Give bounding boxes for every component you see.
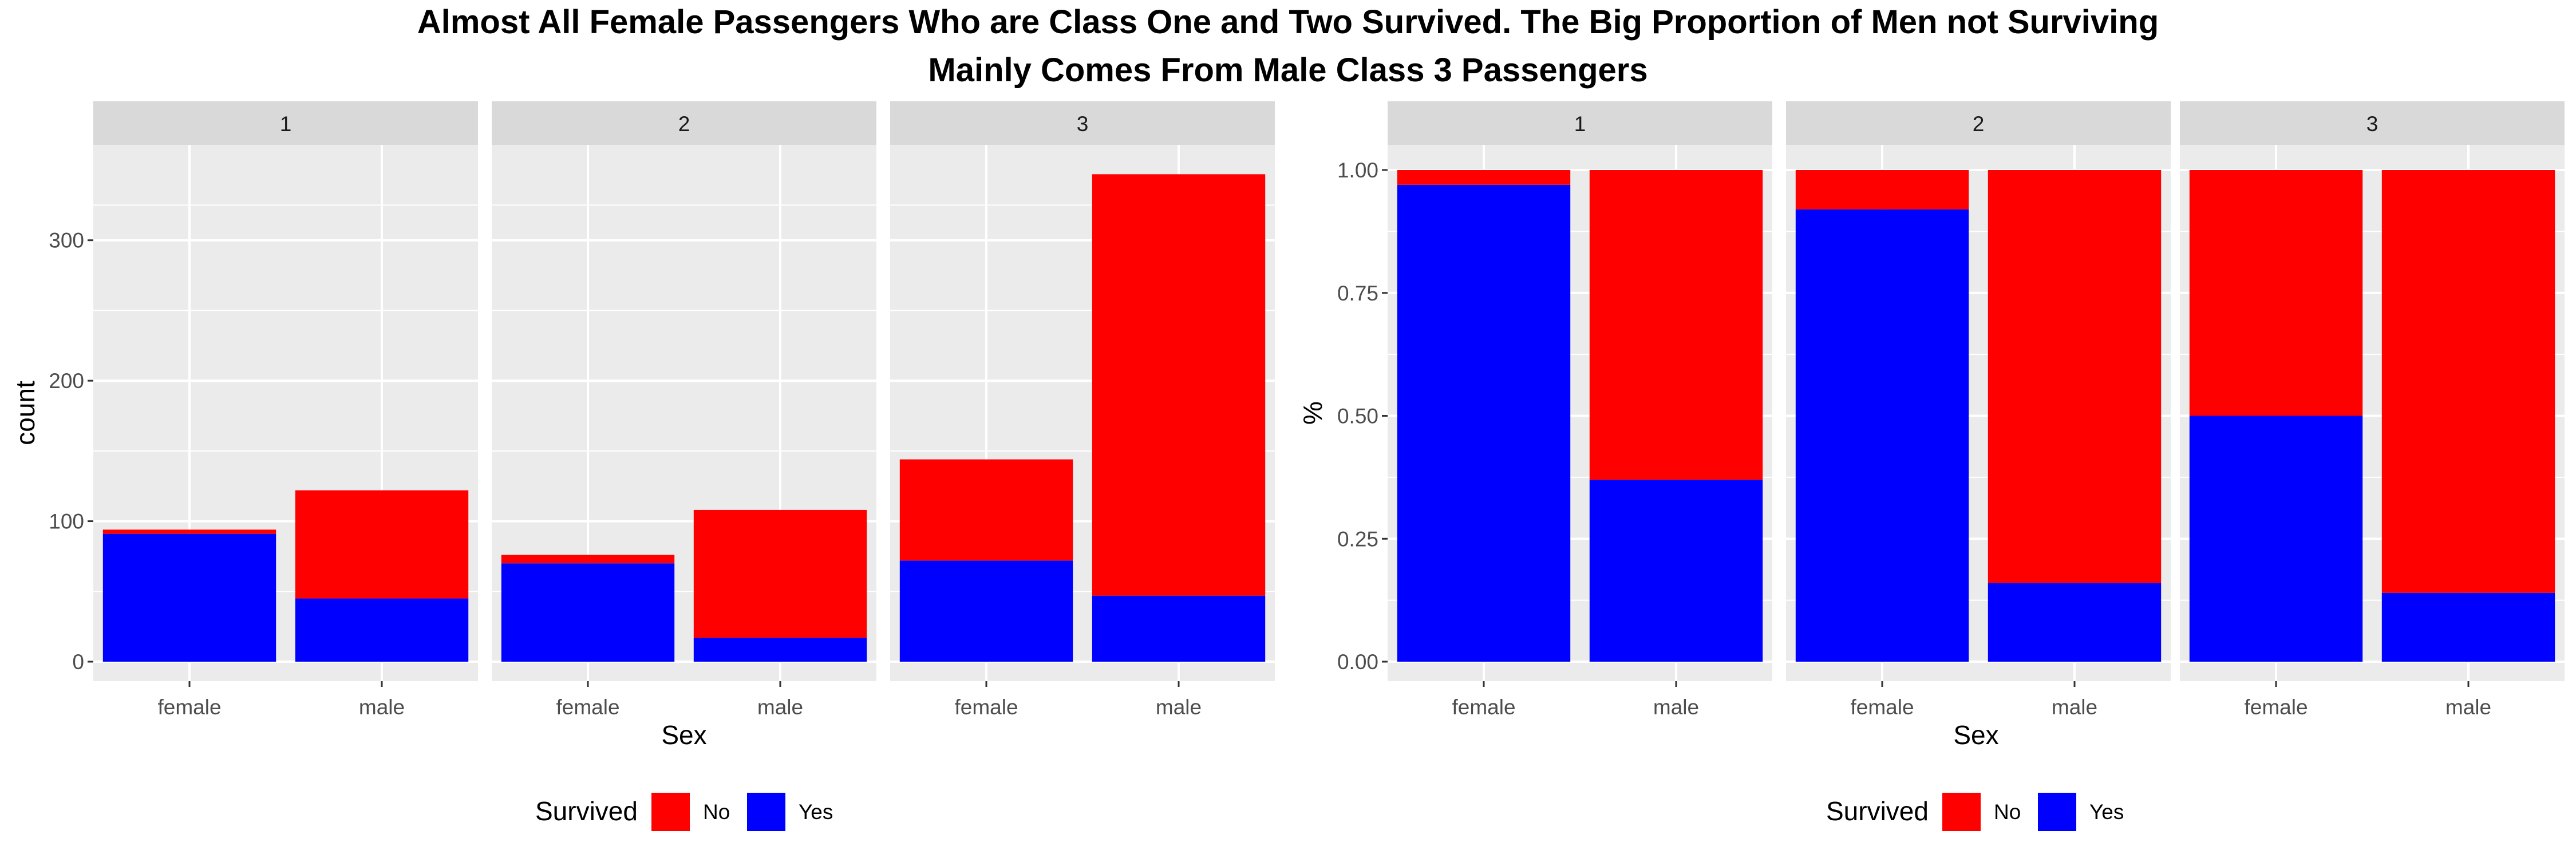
bar-yes-0-3-female <box>899 560 1073 662</box>
bar-no-1-2-male <box>1988 170 2162 583</box>
legend-label-yes-1: Yes <box>2089 800 2124 824</box>
facet-strip-label-0-2: 2 <box>678 112 690 136</box>
x-tick-label-1-2-female: female <box>1850 695 1914 719</box>
legend-swatch-yes-0 <box>747 793 785 831</box>
x-axis-title-0: Sex <box>661 720 706 750</box>
y-tick-label-0: 0 <box>72 650 84 674</box>
facet-strip-label-1-2: 2 <box>1973 112 1985 136</box>
bar-yes-0-1-female <box>102 533 276 662</box>
facet-strip-0-3 <box>890 101 1275 145</box>
legend-swatch-no-0 <box>651 793 690 831</box>
bar-no-1-2-female <box>1795 170 1969 209</box>
bar-yes-0-2-female <box>501 563 675 662</box>
x-tick-label-1-3-female: female <box>2244 695 2308 719</box>
facet-strip-1-1 <box>1388 101 1772 145</box>
facet-strip-1-3 <box>2180 101 2565 145</box>
bar-yes-1-3-female <box>2189 416 2363 662</box>
facet-strip-label-0-3: 3 <box>1077 112 1089 136</box>
x-tick-label-1-3-male: male <box>2445 695 2491 719</box>
x-tick-label-0-3-female: female <box>954 695 1018 719</box>
legend-swatch-yes-1 <box>2038 793 2076 831</box>
bar-no-1-3-female <box>2189 170 2363 416</box>
bar-yes-0-3-male <box>1092 595 1266 662</box>
bar-no-0-1-female <box>102 529 276 534</box>
y-tick-label-1: 0.00 <box>1337 650 1378 674</box>
legend-title-1: Survived <box>1826 796 1929 826</box>
bar-yes-1-2-male <box>1988 583 2162 662</box>
bar-no-1-1-female <box>1397 170 1571 185</box>
bar-yes-1-2-female <box>1795 209 1969 662</box>
y-axis-title-0: count <box>10 381 40 445</box>
y-tick-label-0: 300 <box>49 229 84 252</box>
y-tick-label-0: 200 <box>49 369 84 393</box>
legend-label-yes-0: Yes <box>799 800 833 824</box>
chart-title-line1: Almost All Female Passengers Who are Cla… <box>417 3 2159 41</box>
bar-no-0-1-male <box>295 490 469 599</box>
x-tick-label-0-2-male: male <box>757 695 803 719</box>
legend-label-no-1: No <box>1994 800 2021 824</box>
y-tick-label-1: 0.75 <box>1337 282 1378 305</box>
bar-no-0-3-female <box>899 459 1073 561</box>
x-tick-label-0-2-female: female <box>556 695 619 719</box>
bar-yes-1-1-female <box>1397 184 1571 662</box>
x-tick-label-1-1-male: male <box>1653 695 1699 719</box>
bar-no-0-2-female <box>501 555 675 564</box>
facet-strip-1-2 <box>1786 101 2171 145</box>
y-tick-label-1: 0.50 <box>1337 405 1378 428</box>
y-tick-label-0: 100 <box>49 510 84 533</box>
bar-no-0-3-male <box>1092 174 1266 596</box>
bar-no-0-2-male <box>693 509 867 638</box>
x-tick-label-1-2-male: male <box>2052 695 2097 719</box>
legend-title-0: Survived <box>535 796 638 826</box>
x-axis-title-1: Sex <box>1953 720 1998 750</box>
x-tick-label-0-1-male: male <box>359 695 405 719</box>
facet-strip-0-1 <box>93 101 478 145</box>
legend-label-no-0: No <box>703 800 730 824</box>
bar-yes-0-1-male <box>295 598 469 662</box>
legend-swatch-no-1 <box>1942 793 1981 831</box>
facet-strip-label-1-1: 1 <box>1574 112 1586 136</box>
facet-strip-label-1-3: 3 <box>2366 112 2379 136</box>
x-tick-label-0-3-male: male <box>1156 695 1202 719</box>
bar-no-1-3-male <box>2381 170 2555 593</box>
y-tick-label-1: 0.25 <box>1337 527 1378 551</box>
y-tick-label-1: 1.00 <box>1337 159 1378 182</box>
x-tick-label-1-1-female: female <box>1452 695 1515 719</box>
bar-yes-0-2-male <box>693 638 867 662</box>
y-axis-title-1: % <box>1298 401 1327 425</box>
chart-title-line2: Mainly Comes From Male Class 3 Passenger… <box>928 52 1647 89</box>
facet-strip-0-2 <box>492 101 876 145</box>
bar-no-1-1-male <box>1589 170 1763 480</box>
bar-yes-1-3-male <box>2381 592 2555 662</box>
x-tick-label-0-1-female: female <box>157 695 221 719</box>
bar-yes-1-1-male <box>1589 480 1763 662</box>
facet-strip-label-0-1: 1 <box>280 112 292 136</box>
